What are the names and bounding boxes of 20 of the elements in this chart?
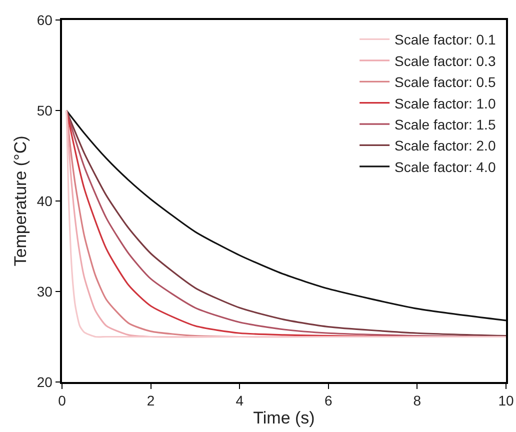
y-axis-title: Temperature (°C) [10, 136, 30, 266]
x-tick-label: 4 [236, 392, 244, 409]
x-tick-label: 10 [498, 392, 514, 409]
x-axis-title: Time (s) [253, 408, 315, 428]
legend-label: Scale factor: 1.5 [394, 116, 496, 132]
x-tick-label: 8 [413, 392, 422, 409]
y-tick-label: 60 [36, 12, 53, 28]
legend-label: Scale factor: 4.0 [394, 158, 496, 175]
y-tick-label: 30 [36, 283, 53, 300]
legend-label: Scale factor: 0.3 [394, 52, 496, 69]
y-tick-label: 20 [36, 374, 53, 390]
x-tick-label: 6 [324, 392, 332, 409]
legend-label: Scale factor: 0.5 [394, 74, 496, 90]
legend-label: Scale factor: 2.0 [394, 138, 496, 154]
y-tick-label: 50 [36, 102, 53, 118]
x-tick-label: 2 [146, 392, 155, 409]
legend-label: Scale factor: 0.1 [394, 32, 496, 48]
y-tick-label: 40 [36, 192, 53, 209]
legend-label: Scale factor: 1.0 [394, 95, 496, 112]
x-tick-label: 0 [58, 392, 66, 409]
